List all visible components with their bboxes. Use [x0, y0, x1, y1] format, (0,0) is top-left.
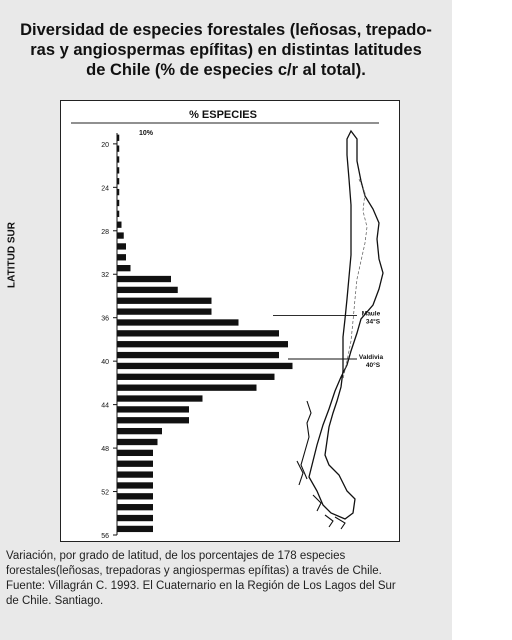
title-line: de Chile (% de especies c/r al total).: [86, 61, 366, 79]
caption-line: de Chile. Santiago.: [6, 595, 104, 607]
bar: [117, 460, 153, 467]
chile-map: [296, 129, 384, 530]
y-tick-label: 52: [101, 490, 109, 497]
chart-svg: % ESPECIES 20 24 28 32 36 40 44 48 52 56 10% Maule…: [71, 109, 384, 540]
bar: [117, 525, 153, 533]
bar: [117, 373, 275, 380]
bar: [117, 178, 120, 185]
bar: [117, 427, 162, 435]
bar: [117, 395, 203, 402]
bar: [117, 330, 279, 337]
y-tick-label: 20: [101, 142, 109, 149]
y-tick-label: 56: [101, 533, 109, 540]
andes-border: [342, 178, 368, 380]
caption-line: Variación, por grado de latitud, de los …: [6, 550, 346, 562]
y-tick-label: 40: [101, 359, 109, 366]
caption-line: Fuente: Villagrán C. 1993. El Cuaternari…: [6, 580, 396, 592]
bar: [117, 297, 212, 304]
annotation-name: Maule: [362, 311, 381, 318]
bars-group: [117, 134, 293, 533]
bar: [117, 275, 171, 283]
bar: [117, 351, 279, 359]
scale-marker-label: 10%: [139, 130, 154, 137]
bar: [117, 188, 120, 196]
title-line: ras y angiospermas epífitas) en distinta…: [30, 41, 422, 59]
chart-frame: % ESPECIES 20 24 28 32 36 40 44 48 52 56 10% Maule…: [60, 100, 400, 542]
caption-line: forestales(leñosas, trepadoras y angiosp…: [6, 565, 382, 577]
bar: [117, 482, 153, 489]
y-axis-label: LATITUD SUR: [6, 222, 18, 288]
bar: [117, 406, 189, 413]
bar: [117, 362, 293, 370]
bar: [117, 438, 158, 446]
bar: [117, 341, 288, 348]
figure-panel: Diversidad de especies forestales (leños…: [0, 0, 452, 640]
chart-title: % ESPECIES: [189, 109, 257, 121]
bar: [117, 308, 212, 315]
bar: [117, 232, 124, 239]
bar: [117, 417, 189, 424]
bar: [117, 134, 120, 141]
bar: [117, 384, 257, 391]
bar: [117, 167, 120, 174]
annotation-latitude: 34°S: [366, 318, 381, 326]
y-tick-label: 44: [101, 403, 109, 410]
bar: [117, 254, 126, 261]
annotation-latitude: 40°S: [366, 361, 381, 369]
bar: [117, 319, 239, 326]
annotation-name: Valdivia: [359, 354, 384, 361]
bar: [117, 504, 153, 511]
y-tick-label: 32: [101, 272, 109, 279]
title-line: Diversidad de especies forestales (leños…: [20, 21, 432, 39]
y-tick-label: 24: [101, 185, 109, 192]
figure-caption: Variación, por grado de latitud, de los …: [6, 549, 446, 609]
bar: [117, 145, 120, 152]
bar: [117, 243, 126, 250]
y-tick-label: 36: [101, 316, 109, 323]
bar: [117, 286, 178, 294]
bar: [117, 493, 153, 500]
bar: [117, 471, 153, 478]
bar: [117, 156, 120, 163]
bar: [117, 449, 153, 457]
chile-outline: [308, 129, 384, 520]
chile-islands: [296, 400, 346, 530]
bar: [117, 199, 120, 207]
figure-title: Diversidad de especies forestales (leños…: [6, 20, 446, 80]
bar: [117, 221, 122, 228]
bar: [117, 210, 120, 217]
bar: [117, 514, 153, 522]
y-tick-label: 28: [101, 229, 109, 236]
bar: [117, 265, 131, 272]
y-tick-label: 48: [101, 446, 109, 453]
